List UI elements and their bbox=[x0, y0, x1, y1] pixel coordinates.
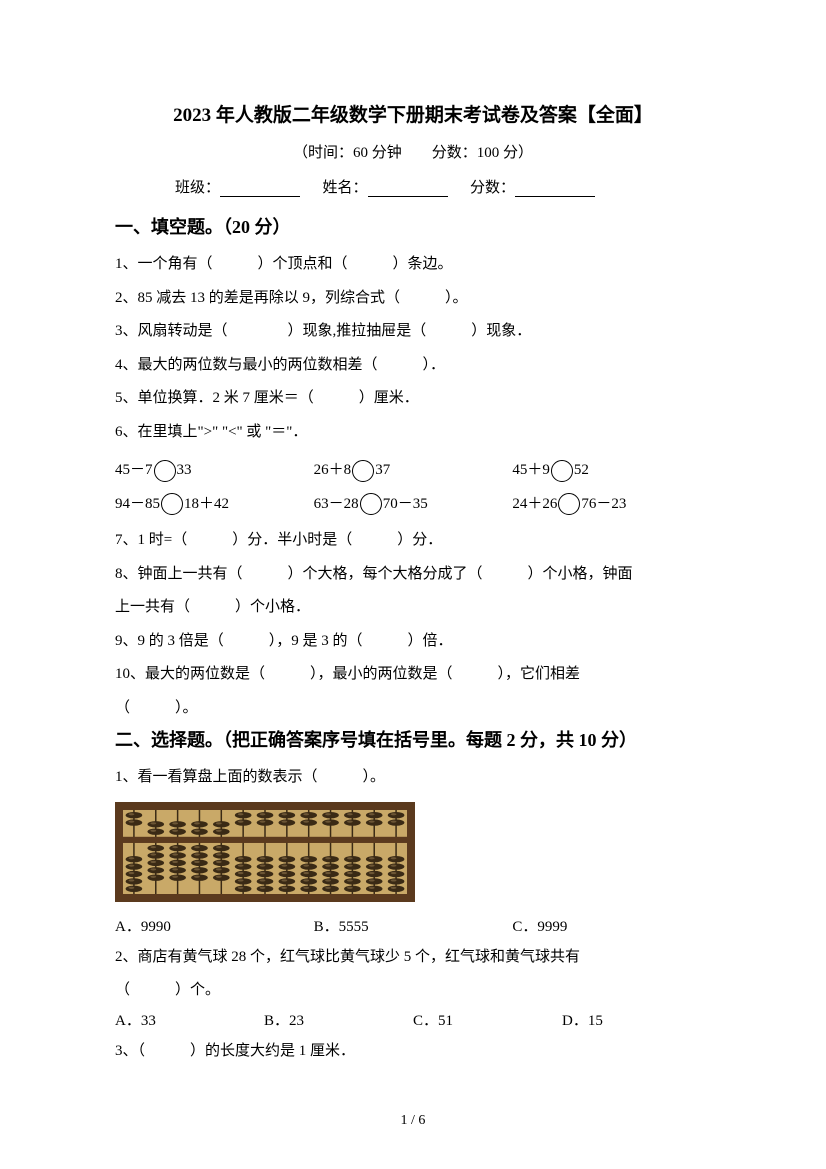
cmp-left: 45－7 bbox=[115, 462, 153, 478]
s2-q1: 1、看一看算盘上面的数表示（ ）。 bbox=[115, 762, 711, 794]
option-a: A．33 bbox=[115, 1009, 264, 1030]
cmp-right: 37 bbox=[375, 462, 390, 478]
cmp-left: 94－85 bbox=[115, 496, 160, 512]
s1-q7: 7、1 时=（ ）分．半小时是（ ）分． bbox=[115, 525, 711, 557]
compare-circle[interactable] bbox=[352, 460, 374, 482]
class-label: 班级： bbox=[175, 180, 220, 196]
compare-item: 45＋9 52 bbox=[512, 458, 711, 482]
compare-item: 45－7 33 bbox=[115, 458, 314, 482]
section1-heading: 一、填空题。（20 分） bbox=[115, 213, 711, 239]
s2-q2a: 2、商店有黄气球 28 个，红气球比黄气球少 5 个，红气球和黄气球共有 bbox=[115, 942, 711, 974]
s1-q10b: （ ）。 bbox=[115, 693, 711, 725]
cmp-right: 18＋42 bbox=[184, 496, 229, 512]
cmp-left: 26＋8 bbox=[314, 462, 352, 478]
student-info-line: 班级： 姓名： 分数： bbox=[115, 176, 711, 197]
s2-q3: 3、（ ）的长度大约是 1 厘米． bbox=[115, 1036, 711, 1068]
compare-item: 24＋26 76－23 bbox=[512, 492, 711, 516]
section2-heading: 二、选择题。（把正确答案序号填在括号里。每题 2 分，共 10 分） bbox=[115, 726, 711, 752]
compare-circle[interactable] bbox=[558, 493, 580, 515]
option-b: B．5555 bbox=[314, 915, 513, 936]
cmp-left: 24＋26 bbox=[512, 496, 557, 512]
option-a: A．9990 bbox=[115, 915, 314, 936]
s1-q5: 5、单位换算．2 米 7 厘米＝（ ）厘米． bbox=[115, 383, 711, 415]
class-blank[interactable] bbox=[220, 179, 300, 197]
compare-row-1: 45－7 33 26＋8 37 45＋9 52 bbox=[115, 458, 711, 482]
compare-item: 26＋8 37 bbox=[314, 458, 513, 482]
cmp-left: 63－28 bbox=[314, 496, 359, 512]
compare-row-2: 94－85 18＋42 63－28 70－35 24＋26 76－23 bbox=[115, 492, 711, 516]
s1-q8b: 上一共有（ ）个小格． bbox=[115, 592, 711, 624]
abacus-svg bbox=[115, 802, 415, 902]
cmp-right: 33 bbox=[177, 462, 192, 478]
name-blank[interactable] bbox=[368, 179, 448, 197]
s1-q1: 1、一个角有（ ）个顶点和（ ）条边。 bbox=[115, 249, 711, 281]
abacus-image bbox=[115, 802, 711, 907]
compare-circle[interactable] bbox=[161, 493, 183, 515]
option-c: C．51 bbox=[413, 1009, 562, 1030]
exam-subtitle: （时间：60 分钟 分数：100 分） bbox=[115, 141, 711, 162]
cmp-right: 52 bbox=[574, 462, 589, 478]
s1-q2: 2、85 减去 13 的差是再除以 9，列综合式（ ）。 bbox=[115, 283, 711, 315]
page-footer: 1 / 6 bbox=[0, 1113, 826, 1129]
cmp-left: 45＋9 bbox=[512, 462, 550, 478]
score-blank[interactable] bbox=[515, 179, 595, 197]
compare-circle[interactable] bbox=[360, 493, 382, 515]
exam-title: 2023 年人教版二年级数学下册期末考试卷及答案【全面】 bbox=[115, 100, 711, 127]
s1-q3: 3、风扇转动是（ ）现象,推拉抽屉是（ ）现象． bbox=[115, 316, 711, 348]
s1-q9: 9、9 的 3 倍是（ ），9 是 3 的（ ）倍． bbox=[115, 626, 711, 658]
s2-q2b: （ ）个。 bbox=[115, 975, 711, 1007]
s1-q4: 4、最大的两位数与最小的两位数相差（ ）． bbox=[115, 350, 711, 382]
name-label: 姓名： bbox=[323, 180, 368, 196]
s1-q10a: 10、最大的两位数是（ ），最小的两位数是（ ），它们相差 bbox=[115, 659, 711, 691]
score-label: 分数： bbox=[470, 180, 515, 196]
compare-item: 63－28 70－35 bbox=[314, 492, 513, 516]
option-b: B．23 bbox=[264, 1009, 413, 1030]
s2-q2-options: A．33 B．23 C．51 D．15 bbox=[115, 1009, 711, 1030]
option-d: D．15 bbox=[562, 1009, 711, 1030]
compare-circle[interactable] bbox=[551, 460, 573, 482]
s2-q1-options: A．9990 B．5555 C．9999 bbox=[115, 915, 711, 936]
cmp-right: 70－35 bbox=[383, 496, 428, 512]
option-c: C．9999 bbox=[512, 915, 711, 936]
compare-circle[interactable] bbox=[154, 460, 176, 482]
compare-item: 94－85 18＋42 bbox=[115, 492, 314, 516]
s1-q8a: 8、钟面上一共有（ ）个大格，每个大格分成了（ ）个小格，钟面 bbox=[115, 559, 711, 591]
s1-q6: 6、在里填上">" "<" 或 "＝"． bbox=[115, 417, 711, 449]
cmp-right: 76－23 bbox=[581, 496, 626, 512]
